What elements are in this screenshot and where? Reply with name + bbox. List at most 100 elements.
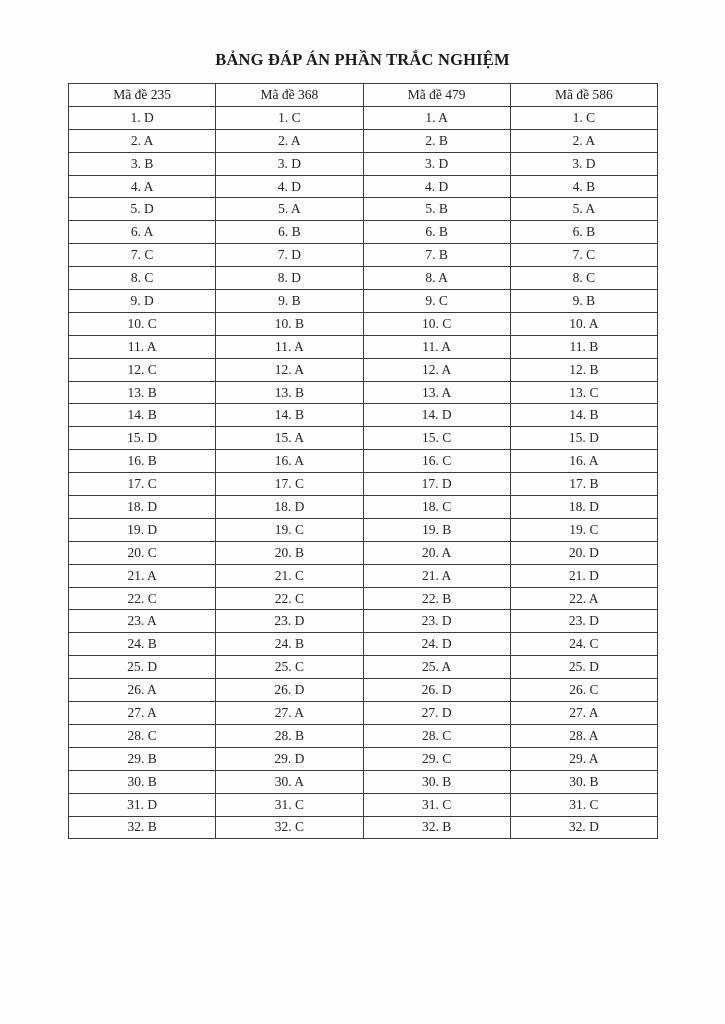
- answer-row: 22. C 22. C 22. B 22. A: [67, 586, 659, 611]
- answer-cell: 15. C: [362, 426, 511, 451]
- answer-cell: 32. C: [215, 815, 364, 840]
- answer-row: 16. B 16. A 16. C 16. A: [67, 449, 659, 474]
- answer-cell: 26. A: [67, 678, 217, 703]
- answer-cell: 31. C: [509, 792, 659, 817]
- answer-row: 14. B 14. B 14. D 14. B: [67, 403, 659, 428]
- answer-cell: 10. B: [215, 311, 364, 336]
- answer-row: 15. D 15. A 15. C 15. D: [67, 426, 659, 451]
- answer-cell: 2. A: [509, 128, 659, 153]
- answer-cell: 15. D: [67, 426, 217, 451]
- answer-cell: 11. A: [362, 334, 511, 359]
- column-header-exam-235: Mã đề 235: [67, 83, 217, 107]
- answer-cell: 6. B: [362, 220, 511, 245]
- answer-cell: 13. B: [215, 380, 364, 405]
- answer-cell: 26. D: [362, 678, 511, 703]
- answer-cell: 28. B: [215, 723, 364, 748]
- answer-cell: 8. C: [509, 266, 659, 291]
- answer-cell: 6. A: [67, 220, 217, 245]
- answer-key-table: Mã đề 235 Mã đề 368 Mã đề 479 Mã đề 586 …: [67, 83, 659, 840]
- answer-cell: 12. A: [215, 357, 364, 382]
- answer-row: 20. C 20. B 20. A 20. D: [67, 540, 659, 565]
- answer-cell: 27. D: [362, 701, 511, 725]
- answer-cell: 13. C: [509, 380, 659, 405]
- answer-cell: 32. B: [362, 815, 511, 840]
- answer-cell: 26. D: [215, 678, 364, 703]
- answer-cell: 11. A: [67, 334, 217, 359]
- answer-cell: 30. B: [67, 769, 217, 794]
- answer-row: 31. D 31. C 31. C 31. C: [67, 792, 659, 817]
- answer-cell: 16. A: [509, 449, 659, 474]
- answer-cell: 3. B: [67, 151, 217, 176]
- answer-cell: 16. B: [67, 449, 217, 474]
- answer-cell: 25. C: [215, 655, 364, 680]
- answer-cell: 25. D: [67, 655, 217, 680]
- answer-cell: 7. C: [67, 243, 217, 268]
- answer-cell: 19. B: [362, 517, 511, 542]
- answer-table-body: 1. D 1. C 1. A 1. C 2. A 2. A 2. B 2. A 3. B 3. D…: [67, 105, 659, 840]
- answer-cell: 29. D: [215, 746, 364, 771]
- answer-cell: 28. A: [509, 723, 659, 748]
- answer-cell: 19. D: [67, 517, 217, 542]
- answer-cell: 17. B: [509, 472, 659, 497]
- answer-cell: 21. C: [215, 563, 364, 588]
- answer-cell: 7. D: [215, 243, 364, 268]
- answer-cell: 20. A: [362, 540, 511, 565]
- answer-cell: 22. A: [509, 586, 659, 611]
- answer-cell: 23. A: [67, 609, 217, 634]
- answer-cell: 15. A: [215, 426, 364, 451]
- answer-cell: 12. B: [509, 357, 659, 382]
- answer-cell: 2. A: [67, 128, 217, 153]
- answer-cell: 7. C: [509, 243, 659, 268]
- answer-cell: 10. C: [67, 311, 217, 336]
- answer-cell: 23. D: [215, 609, 364, 634]
- answer-cell: 24. C: [509, 632, 659, 657]
- answer-cell: 21. A: [67, 563, 217, 588]
- answer-cell: 19. C: [509, 517, 659, 542]
- answer-cell: 19. C: [215, 517, 364, 542]
- answer-cell: 29. C: [362, 746, 511, 771]
- answer-row: 28. C 28. B 28. C 28. A: [67, 723, 659, 748]
- answer-row: 10. C 10. B 10. C 10. A: [67, 311, 659, 336]
- answer-row: 29. B 29. D 29. C 29. A: [67, 746, 659, 771]
- answer-cell: 11. A: [215, 334, 364, 359]
- answer-row: 4. A 4. D 4. D 4. B: [67, 174, 659, 199]
- answer-cell: 23. D: [362, 609, 511, 634]
- answer-cell: 30. A: [215, 769, 364, 794]
- answer-cell: 9. B: [215, 289, 364, 313]
- answer-table-head: Mã đề 235 Mã đề 368 Mã đề 479 Mã đề 586: [67, 83, 659, 107]
- answer-cell: 5. B: [362, 197, 511, 222]
- answer-cell: 24. B: [67, 632, 217, 657]
- answer-row: 18. D 18. D 18. C 18. D: [67, 495, 659, 519]
- answer-row: 9. D 9. B 9. C 9. B: [67, 289, 659, 313]
- column-header-exam-479: Mã đề 479: [362, 83, 511, 107]
- answer-cell: 1. A: [362, 105, 511, 130]
- answer-cell: 30. B: [362, 769, 511, 794]
- answer-cell: 9. B: [509, 289, 659, 313]
- answer-cell: 13. A: [362, 380, 511, 405]
- answer-cell: 5. D: [67, 197, 217, 222]
- answer-row: 2. A 2. A 2. B 2. A: [67, 128, 659, 153]
- answer-cell: 8. C: [67, 266, 217, 291]
- answer-cell: 3. D: [362, 151, 511, 176]
- answer-row: 13. B 13. B 13. A 13. C: [67, 380, 659, 405]
- answer-row: 1. D 1. C 1. A 1. C: [67, 105, 659, 130]
- answer-cell: 17. C: [67, 472, 217, 497]
- answer-row: 19. D 19. C 19. B 19. C: [67, 517, 659, 542]
- answer-cell: 1. C: [215, 105, 364, 130]
- answer-cell: 18. D: [67, 495, 217, 519]
- answer-cell: 2. B: [362, 128, 511, 153]
- answer-cell: 21. D: [509, 563, 659, 588]
- answer-cell: 25. D: [509, 655, 659, 680]
- answer-cell: 17. D: [362, 472, 511, 497]
- answer-cell: 26. C: [509, 678, 659, 703]
- answer-row: 23. A 23. D 23. D 23. D: [67, 609, 659, 634]
- answer-cell: 27. A: [215, 701, 364, 725]
- answer-cell: 20. D: [509, 540, 659, 565]
- answer-cell: 1. D: [67, 105, 217, 130]
- answer-cell: 20. C: [67, 540, 217, 565]
- answer-cell: 27. A: [67, 701, 217, 725]
- answer-cell: 2. A: [215, 128, 364, 153]
- answer-cell: 4. D: [215, 174, 364, 199]
- answer-row: 27. A 27. A 27. D 27. A: [67, 701, 659, 725]
